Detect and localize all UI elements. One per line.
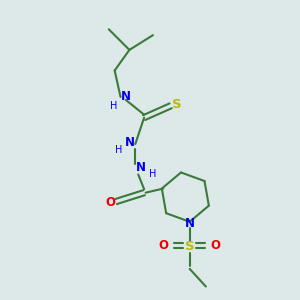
Text: S: S (185, 240, 194, 253)
Text: N: N (136, 161, 146, 174)
Text: O: O (105, 196, 115, 209)
Text: O: O (211, 239, 220, 252)
Text: H: H (149, 169, 156, 178)
Text: N: N (185, 217, 195, 230)
Text: N: N (125, 136, 135, 149)
Text: H: H (110, 101, 118, 111)
Text: O: O (159, 239, 169, 252)
Text: H: H (115, 145, 122, 155)
Text: N: N (121, 91, 131, 103)
Text: S: S (172, 98, 181, 111)
